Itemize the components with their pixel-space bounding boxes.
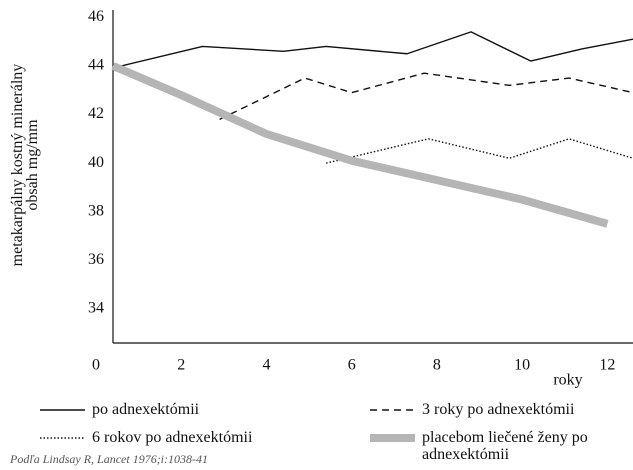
y-tick-label: 46 (88, 8, 104, 25)
legend-label: placebom liečené ženy po adnexektómii (422, 429, 588, 463)
source: Podľa Lindsay R, Lancet 1976;i:1038-41 (10, 452, 209, 466)
x-tick-label: 12 (599, 357, 615, 374)
y-tick-label: 44 (88, 57, 104, 74)
x-tick-label: 4 (262, 357, 270, 374)
series-line (111, 62, 609, 228)
series-line (121, 31, 633, 67)
x-tick-label: 8 (433, 357, 441, 374)
y-tick-label: 40 (88, 154, 104, 171)
x-tick-label: 0 (92, 357, 100, 374)
x-tick-label: 10 (514, 357, 530, 374)
y-tick-label: 38 (88, 202, 104, 219)
y-tick-label: 42 (88, 105, 104, 122)
x-tick-label: 6 (348, 357, 356, 374)
x-axis-label: roky (553, 372, 582, 389)
legend-label: po adnexektómii (92, 401, 200, 418)
legend-label: 6 rokov po adnexektómii (92, 429, 253, 446)
y-tick-label: 34 (88, 300, 104, 317)
y-axis-label: metakarpálny kostný minerálny obsah mg/m… (9, 63, 41, 267)
series-line (325, 138, 633, 164)
series-line (219, 72, 633, 121)
legend-label: 3 roky po adnexektómii (422, 401, 575, 418)
x-tick-label: 2 (177, 357, 185, 374)
y-tick-label: 36 (88, 251, 104, 268)
